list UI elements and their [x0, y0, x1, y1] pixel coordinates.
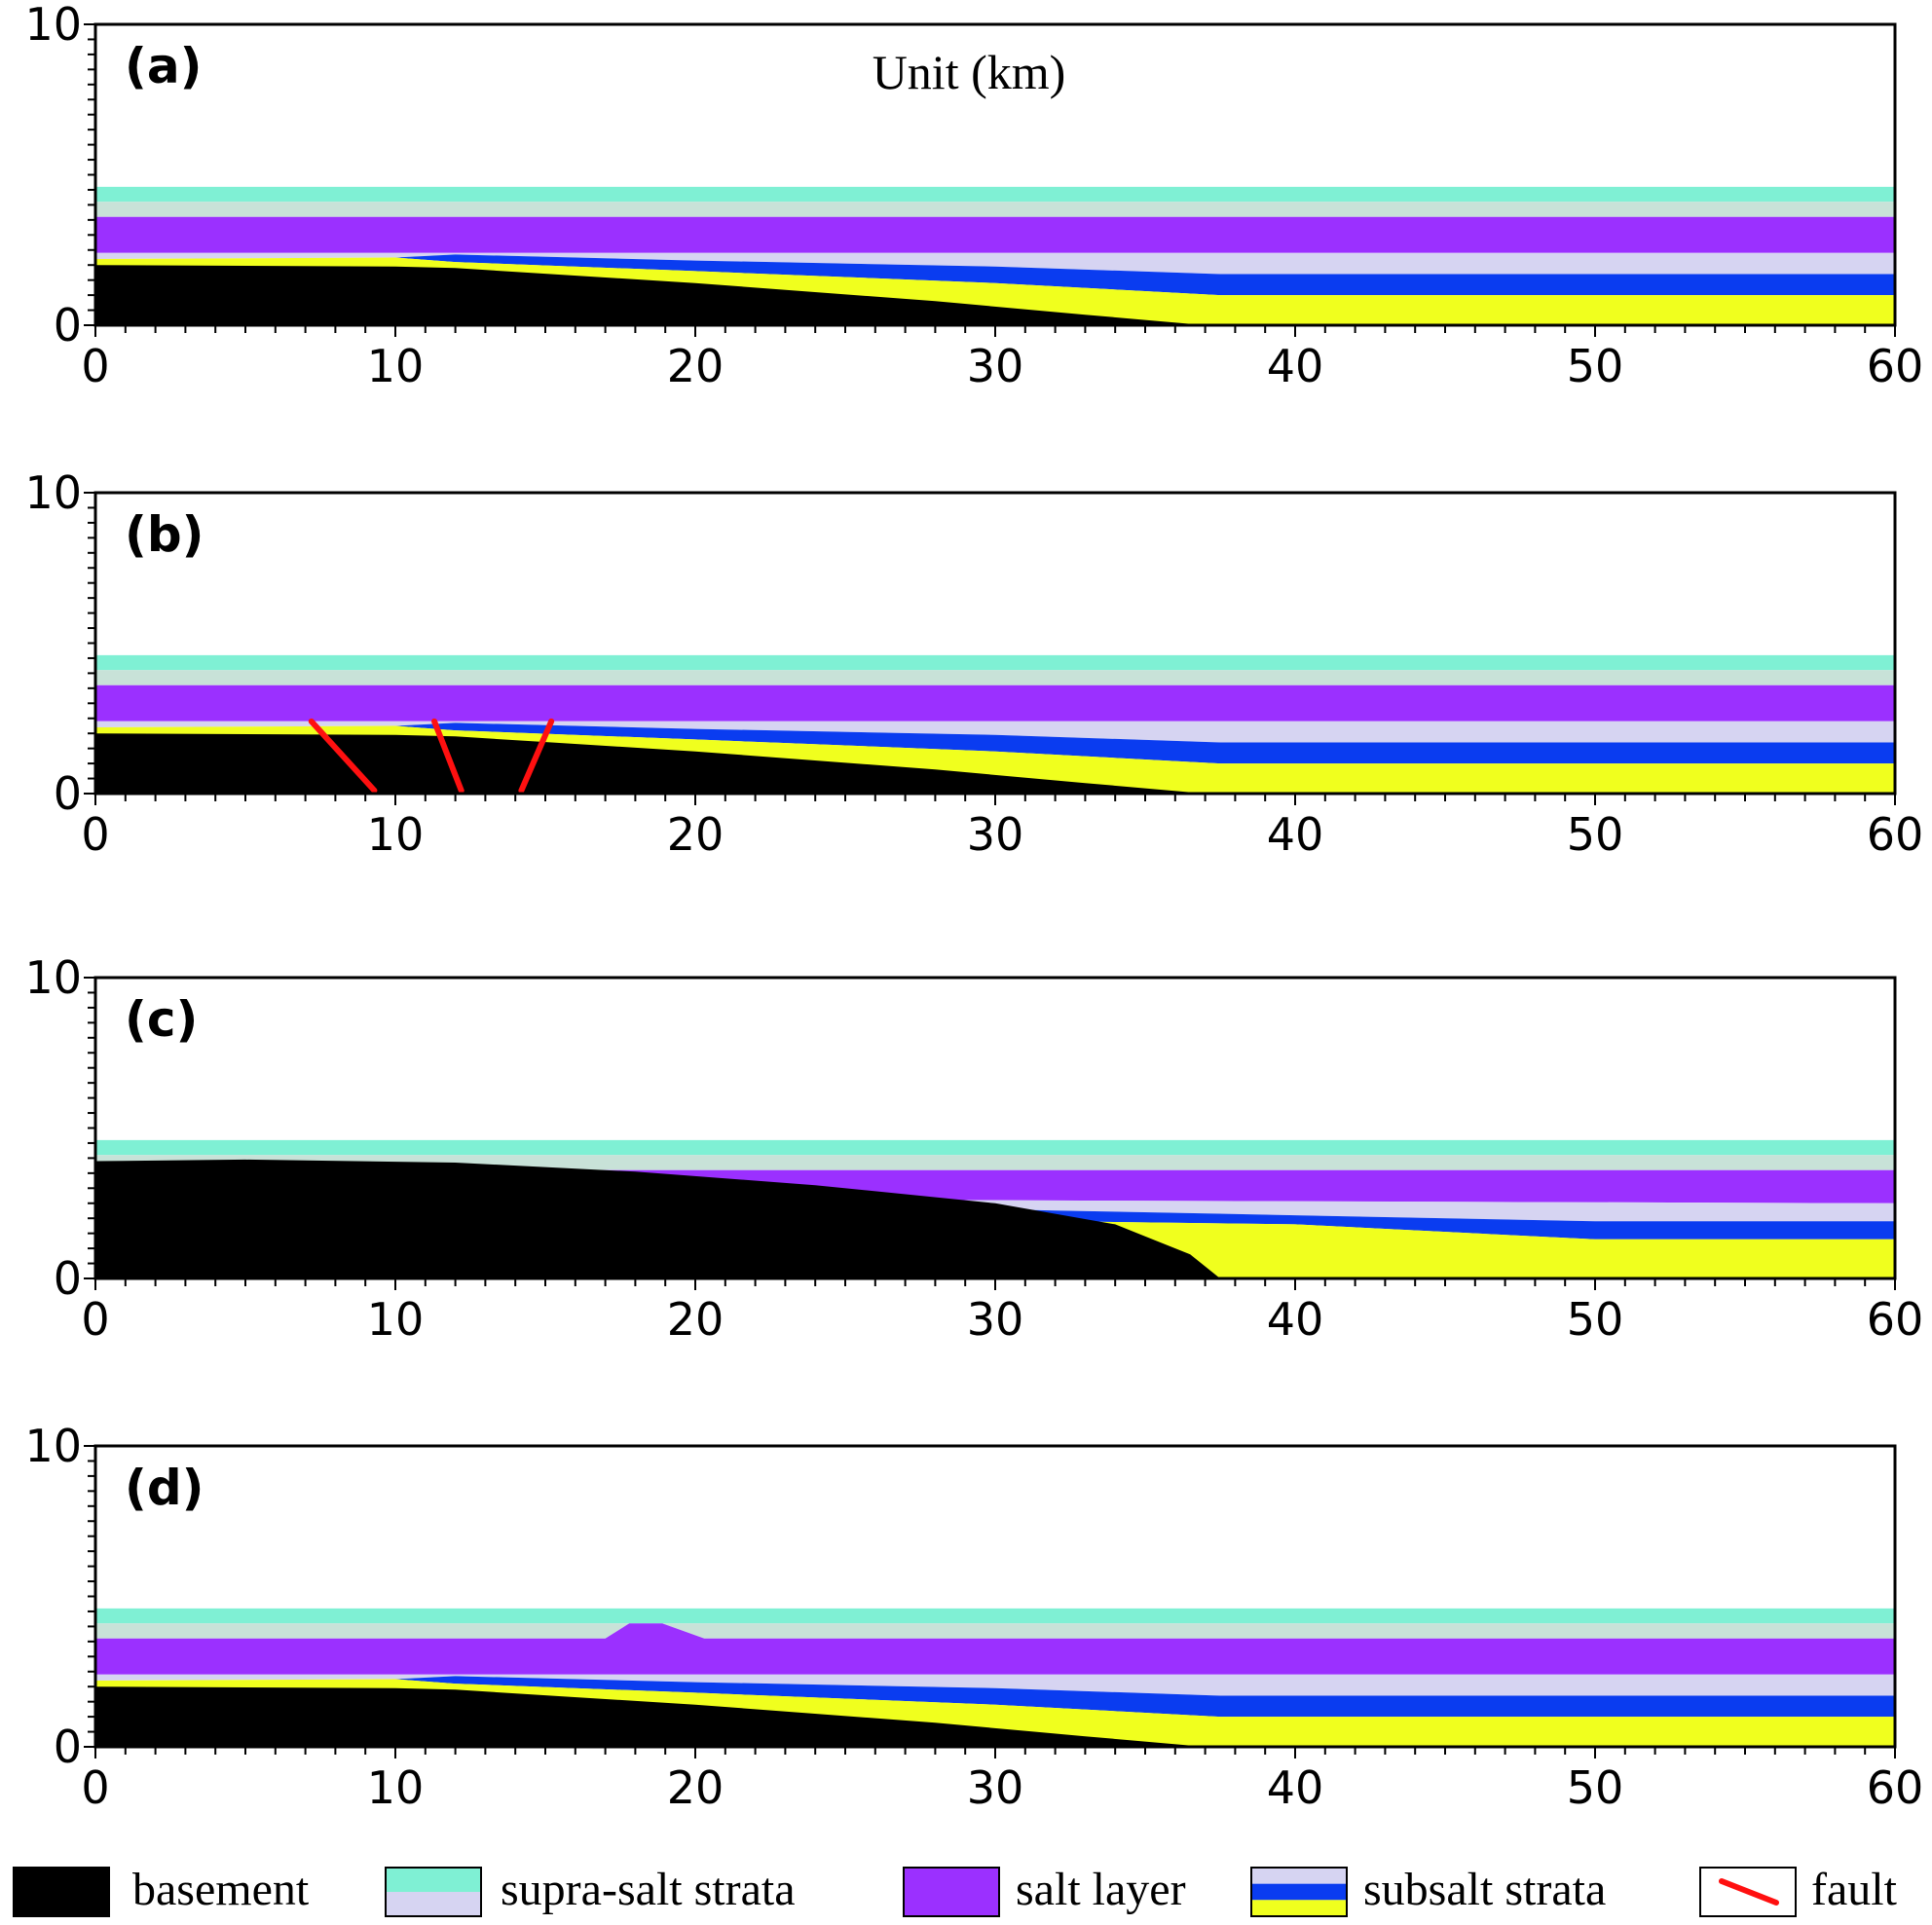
subsalt-upper-layer	[95, 1674, 1895, 1696]
panel-label: (c)	[125, 991, 198, 1048]
subsalt-upper-layer	[95, 721, 1895, 743]
supra-salt-lower-layer	[95, 670, 1895, 685]
panel-label: (b)	[125, 506, 204, 563]
fault-line	[518, 718, 555, 794]
x-tick-label: 40	[1267, 1761, 1324, 1814]
supra-salt-swatch-icon	[385, 1867, 482, 1917]
x-tick-label: 50	[1567, 1761, 1624, 1814]
x-tick-label: 0	[81, 808, 109, 861]
panel-label: (a)	[125, 38, 202, 94]
subsalt-upper-swatch	[1251, 1868, 1347, 1884]
x-tick-label: 40	[1267, 1293, 1324, 1346]
x-tick-label: 0	[81, 1761, 109, 1814]
basement-layer	[95, 733, 1895, 794]
salt-layer	[95, 685, 1895, 722]
y-tick-label: 0	[54, 1721, 82, 1773]
legend-item-basement: basement	[13, 1864, 310, 1917]
subsalt-upper-layer	[95, 252, 1895, 275]
legend-label: supra-salt strata	[501, 1864, 796, 1915]
legend-label: subsalt strata	[1363, 1864, 1606, 1915]
x-tick-label: 50	[1567, 340, 1624, 392]
panel-a: 0 10 20 30 40 50 60 0 10 (a) Unit (km)	[24, 0, 1923, 392]
basement-layer	[95, 1159, 1895, 1278]
x-tick-label: 40	[1267, 340, 1324, 392]
x-tick-label: 30	[967, 808, 1024, 861]
basement-swatch-icon	[13, 1867, 110, 1917]
x-tick-label: 20	[667, 808, 724, 861]
supra-salt-upper-layer	[95, 1608, 1895, 1624]
supra-salt-lower-swatch	[386, 1892, 481, 1916]
legend-item-fault: fault	[1699, 1864, 1898, 1917]
x-tick-label: 20	[667, 1761, 724, 1814]
y-tick-label: 0	[54, 299, 82, 352]
subsalt-yellow-swatch	[1251, 1900, 1347, 1916]
unit-label: Unit (km)	[873, 45, 1066, 99]
subsalt-swatch-icon	[1250, 1867, 1348, 1917]
supra-salt-upper-layer	[95, 186, 1895, 203]
subsalt-blue-layer	[95, 254, 1895, 296]
y-tick-label: 10	[24, 1420, 82, 1472]
x-tick-label: 0	[81, 340, 109, 392]
x-tick-label: 10	[367, 808, 425, 861]
x-tick-label: 50	[1567, 1293, 1624, 1346]
y-tick-label: 10	[24, 466, 82, 519]
x-tick-label: 10	[367, 1293, 425, 1346]
legend-label: fault	[1811, 1864, 1898, 1915]
x-tick-label: 30	[967, 1293, 1024, 1346]
subsalt-blue-layer	[95, 1676, 1895, 1718]
x-tick-label: 60	[1867, 1293, 1924, 1346]
salt-swatch-icon	[903, 1867, 1000, 1917]
x-tick-label: 40	[1267, 808, 1324, 861]
supra-salt-upper-swatch	[386, 1868, 481, 1892]
supra-salt-upper-layer	[95, 654, 1895, 671]
y-tick-label: 10	[24, 951, 82, 1004]
y-tick-label: 10	[24, 0, 82, 51]
x-tick-label: 50	[1567, 808, 1624, 861]
panel-c: 0 10 20 30 40 50 60 0 10 (c)	[24, 951, 1923, 1346]
x-tick-label: 20	[667, 340, 724, 392]
fault-line	[308, 718, 378, 794]
x-tick-label: 60	[1867, 340, 1924, 392]
supra-salt-lower-layer	[95, 1155, 1895, 1170]
basement-layer	[95, 1686, 1895, 1747]
panel-b: 0 10 20 30 40 50 60 0 10 (b)	[24, 466, 1923, 861]
x-tick-label: 30	[967, 340, 1024, 392]
x-tick-label: 60	[1867, 808, 1924, 861]
panel-d: 0 10 20 30 40 50 60 0 10 (d)	[24, 1420, 1923, 1814]
salt-layer	[95, 1623, 1895, 1675]
legend-item-salt: salt layer	[903, 1864, 1186, 1917]
supra-salt-lower-layer	[95, 1623, 1895, 1639]
y-tick-label: 0	[54, 767, 82, 820]
y-tick-label: 0	[54, 1252, 82, 1305]
panel-label: (d)	[125, 1460, 204, 1516]
subsalt-blue-swatch	[1251, 1883, 1347, 1901]
supra-salt-upper-layer	[95, 1139, 1895, 1156]
x-tick-label: 10	[367, 340, 425, 392]
x-tick-label: 10	[367, 1761, 425, 1814]
salt-layer	[95, 216, 1895, 253]
basement-layer	[95, 265, 1895, 325]
legend-label: salt layer	[1016, 1864, 1186, 1915]
x-tick-label: 60	[1867, 1761, 1924, 1814]
legend: basement supra-salt strata salt layer subsa…	[13, 1864, 1898, 1917]
legend-label: basement	[132, 1864, 310, 1915]
x-tick-label: 30	[967, 1761, 1024, 1814]
supra-salt-lower-layer	[95, 202, 1895, 217]
x-tick-label: 0	[81, 1293, 109, 1346]
legend-item-subsalt: subsalt strata	[1250, 1864, 1606, 1917]
legend-item-supra: supra-salt strata	[385, 1864, 796, 1917]
fault-line-icon	[1719, 1878, 1779, 1906]
fault-line	[431, 718, 464, 794]
x-tick-label: 20	[667, 1293, 724, 1346]
